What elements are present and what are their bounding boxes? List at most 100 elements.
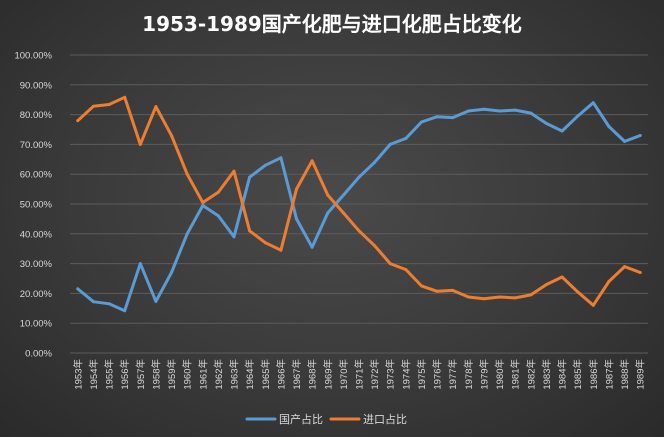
x-tick-label: 1958年 bbox=[150, 359, 162, 390]
data-point bbox=[529, 111, 533, 115]
data-point bbox=[248, 229, 252, 233]
data-point bbox=[482, 107, 486, 111]
x-tick-label: 1988年 bbox=[619, 359, 631, 390]
data-point bbox=[435, 289, 439, 293]
x-tick-label: 1953年 bbox=[72, 359, 84, 390]
series-lines bbox=[76, 95, 642, 313]
y-tick-label: 50.00% bbox=[20, 200, 53, 211]
y-tick-label: 80.00% bbox=[20, 110, 53, 121]
x-tick-label: 1982年 bbox=[525, 359, 537, 390]
data-point bbox=[341, 193, 345, 197]
data-point bbox=[591, 101, 595, 105]
data-point bbox=[76, 287, 80, 291]
x-tick-label: 1956年 bbox=[119, 359, 131, 390]
gridlines bbox=[70, 54, 648, 354]
data-point bbox=[201, 201, 205, 204]
x-tick-label: 1963年 bbox=[229, 359, 241, 390]
data-point bbox=[216, 190, 220, 194]
x-tick-label: 1985年 bbox=[572, 359, 584, 390]
x-tick-label: 1976年 bbox=[432, 359, 444, 390]
data-point bbox=[91, 300, 95, 304]
x-tick-label: 1964年 bbox=[244, 359, 256, 390]
data-point bbox=[482, 297, 486, 301]
data-point bbox=[638, 271, 642, 274]
data-point bbox=[466, 295, 470, 299]
x-tick-label: 1959年 bbox=[166, 359, 178, 390]
data-point bbox=[591, 303, 595, 307]
data-point bbox=[91, 104, 95, 108]
data-point bbox=[341, 211, 345, 215]
x-axis-ticks: 1953年 1954年 1955年 1956年 1957年 1958年 1959年 1960年… bbox=[72, 359, 646, 390]
y-tick-label: 20.00% bbox=[20, 289, 53, 300]
x-tick-label: 1980年 bbox=[494, 359, 506, 390]
x-tick-label: 1969年 bbox=[322, 359, 334, 390]
x-tick-label: 1955年 bbox=[104, 359, 116, 390]
data-point bbox=[373, 160, 377, 164]
data-point bbox=[607, 280, 611, 283]
data-point bbox=[185, 172, 189, 176]
x-tick-label: 1961年 bbox=[197, 359, 209, 390]
data-point bbox=[216, 214, 220, 218]
x-tick-label: 1960年 bbox=[182, 359, 194, 390]
data-point bbox=[576, 114, 580, 118]
data-point bbox=[154, 105, 158, 109]
legend: 国产占比 进口占比 bbox=[245, 412, 407, 426]
data-point bbox=[420, 284, 423, 288]
data-point bbox=[545, 122, 548, 125]
data-point bbox=[529, 293, 533, 297]
y-tick-label: 100.00% bbox=[14, 51, 52, 62]
data-point bbox=[420, 120, 423, 124]
data-point bbox=[607, 125, 611, 128]
data-point bbox=[170, 134, 173, 137]
data-point bbox=[623, 265, 627, 269]
data-point bbox=[123, 95, 127, 99]
data-point bbox=[76, 119, 80, 123]
x-tick-label: 1974年 bbox=[400, 359, 412, 390]
legend-label-1: 国产占比 bbox=[279, 412, 323, 426]
x-tick-label: 1986年 bbox=[588, 359, 600, 390]
data-point bbox=[498, 109, 502, 113]
data-point bbox=[498, 295, 502, 299]
data-point bbox=[107, 103, 111, 106]
x-tick-label: 1984年 bbox=[557, 359, 569, 390]
x-tick-label: 1979年 bbox=[478, 359, 490, 390]
data-point bbox=[310, 245, 314, 249]
data-point bbox=[357, 175, 361, 179]
data-point bbox=[295, 187, 298, 191]
data-point bbox=[560, 129, 564, 133]
data-point bbox=[451, 116, 455, 120]
data-point bbox=[138, 262, 142, 266]
legend-label-2: 进口占比 bbox=[363, 412, 407, 426]
data-point bbox=[404, 268, 408, 272]
data-point bbox=[466, 109, 470, 113]
data-point bbox=[576, 290, 580, 294]
data-point bbox=[326, 193, 330, 197]
x-tick-label: 1966年 bbox=[275, 359, 287, 390]
x-tick-label: 1977年 bbox=[447, 359, 459, 390]
x-tick-label: 1971年 bbox=[354, 359, 366, 390]
data-point bbox=[357, 229, 361, 233]
data-point bbox=[638, 134, 642, 137]
data-point bbox=[263, 163, 267, 167]
data-point bbox=[513, 108, 517, 112]
y-tick-label: 40.00% bbox=[20, 229, 53, 240]
data-point bbox=[545, 283, 548, 286]
data-point bbox=[279, 248, 283, 252]
data-point bbox=[201, 204, 205, 207]
y-tick-label: 10.00% bbox=[20, 319, 53, 330]
data-point bbox=[248, 175, 252, 179]
data-point bbox=[623, 139, 627, 143]
data-point bbox=[435, 115, 439, 119]
data-point bbox=[138, 142, 142, 146]
chart-title: 1953-1989国产化肥与进口化肥占比变化 bbox=[142, 12, 522, 36]
data-point bbox=[154, 299, 158, 303]
x-tick-label: 1978年 bbox=[463, 359, 475, 390]
data-point bbox=[279, 156, 283, 160]
y-tick-label: 90.00% bbox=[20, 80, 53, 91]
x-tick-label: 1965年 bbox=[260, 359, 272, 390]
data-point bbox=[388, 142, 392, 146]
data-point bbox=[232, 169, 236, 173]
x-tick-label: 1968年 bbox=[307, 359, 319, 390]
x-tick-label: 1954年 bbox=[88, 359, 100, 390]
data-point bbox=[295, 217, 298, 221]
